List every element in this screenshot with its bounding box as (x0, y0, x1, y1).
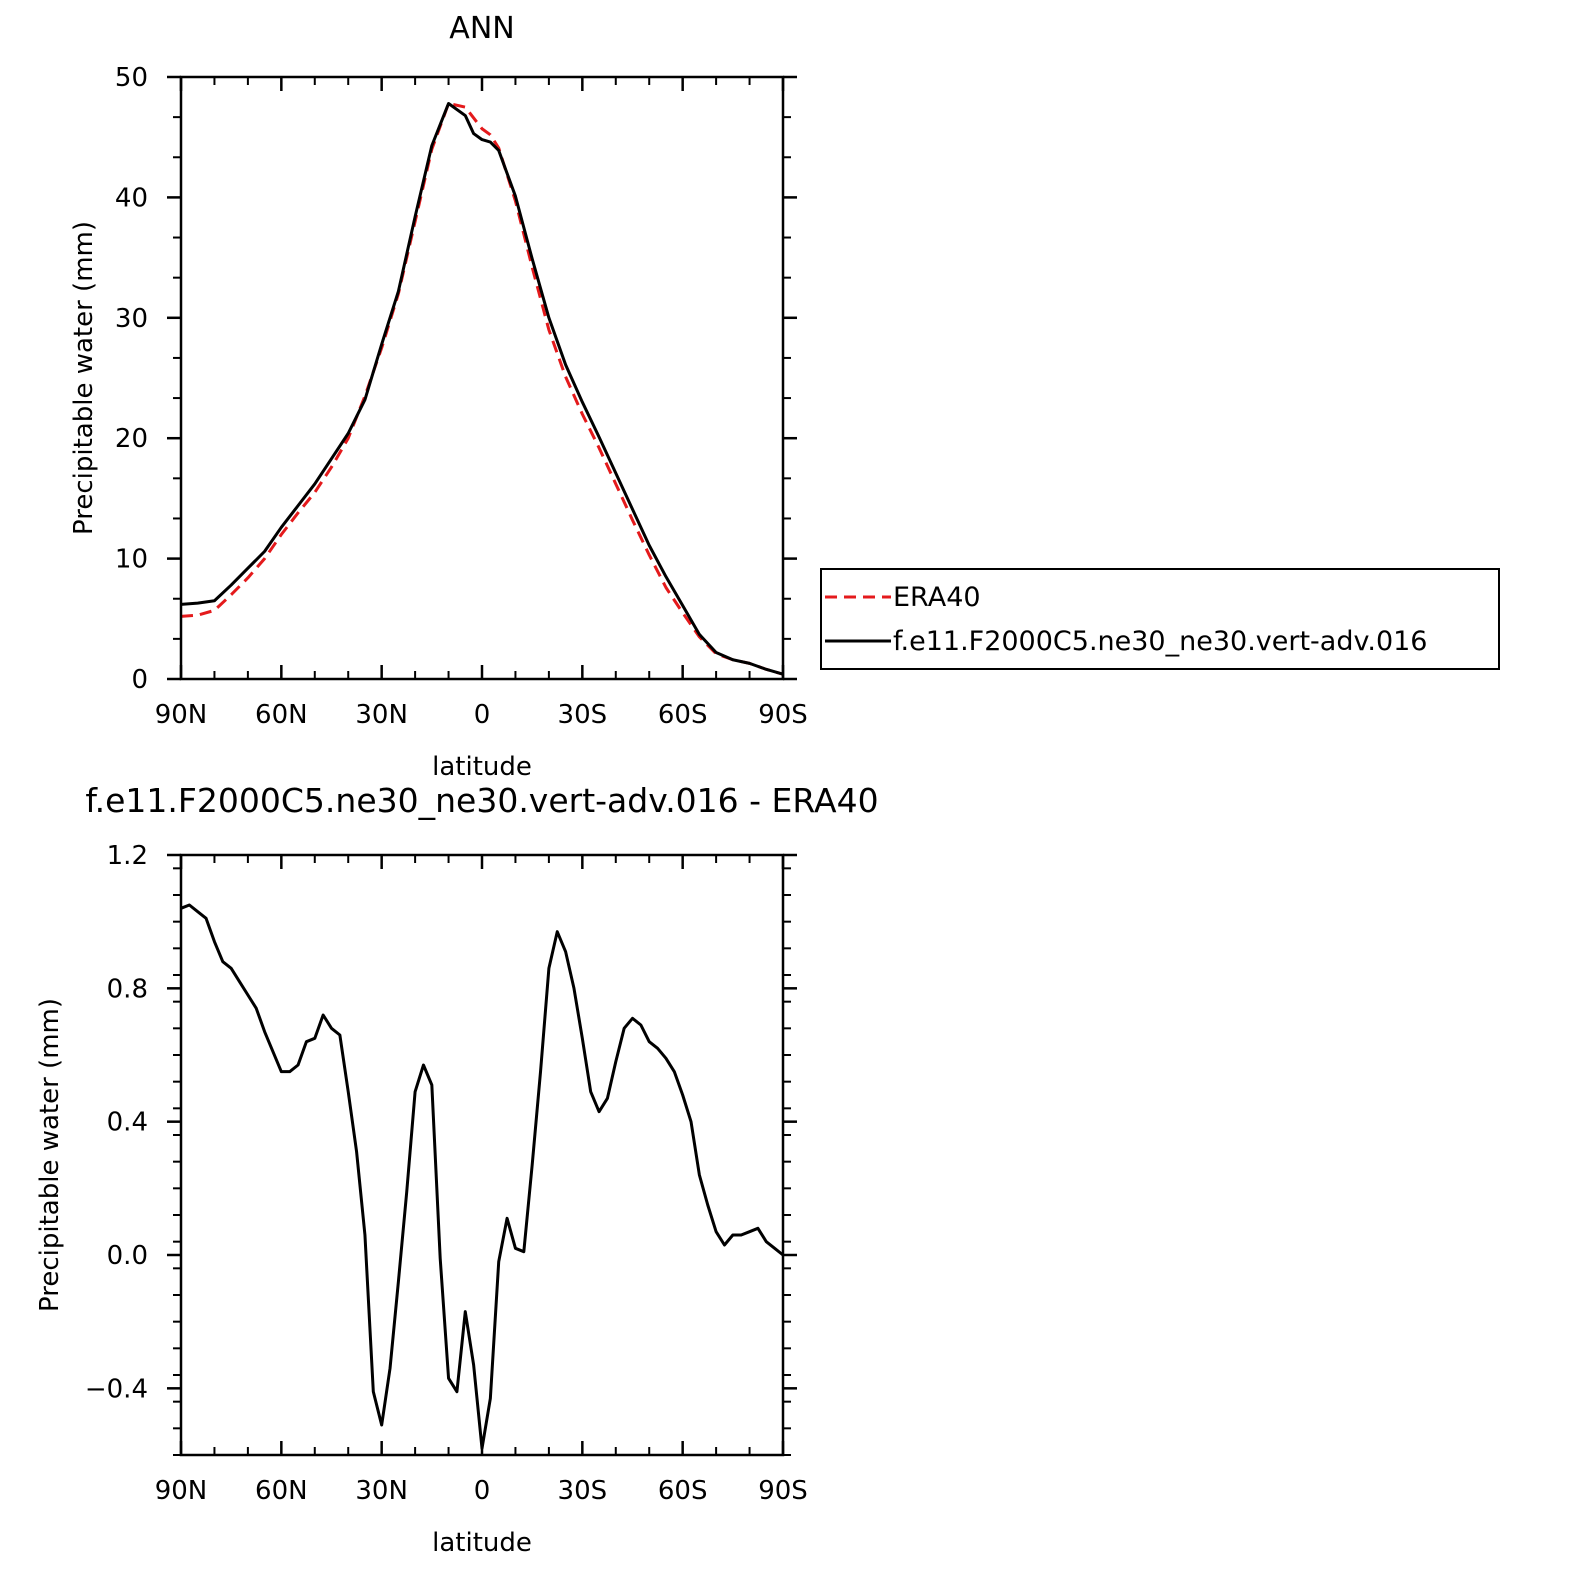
x-tick-label: 90S (758, 1476, 808, 1506)
x-tick-label: 90S (758, 700, 808, 730)
y-tick-label: 1.2 (107, 841, 148, 871)
legend-label-era40: ERA40 (893, 582, 981, 613)
x-tick-label: 60S (658, 1476, 708, 1506)
y-tick-label: 20 (115, 424, 148, 454)
panel-top: ANN 90N 60N 30N 0 30S 60S 90S 0 10 20 30 40 50 latit… (69, 11, 808, 782)
x-tick-label: 0 (474, 1476, 491, 1506)
bottom-series-group (180, 903, 784, 1450)
series-line-0-0 (180, 101, 784, 676)
legend: ERA40 f.e11.F2000C5.ne30_ne30.vert-adv.0… (820, 568, 1500, 670)
top-ticks-group: 90N 60N 30N 0 30S 60S 90S 0 10 20 30 40 50 (115, 63, 808, 730)
legend-label-model: f.e11.F2000C5.ne30_ne30.vert-adv.016 (893, 626, 1427, 657)
x-axis-label-top: latitude (432, 752, 532, 782)
x-tick-label: 30N (355, 1476, 408, 1506)
x-tick-label: 90N (155, 1476, 208, 1506)
top-series-group (180, 101, 784, 676)
x-tick-label: 30S (558, 700, 608, 730)
x-axis-label-bottom: latitude (432, 1528, 532, 1558)
chart-title-top: ANN (449, 11, 514, 46)
y-tick-label: 0 (131, 665, 148, 695)
y-tick-label: 30 (115, 304, 148, 334)
panel-bottom: f.e11.F2000C5.ne30_ne30.vert-adv.016 - E… (35, 781, 879, 1558)
y-tick-label: −0.4 (85, 1374, 148, 1404)
x-tick-label: 0 (474, 700, 491, 730)
x-tick-label: 30N (355, 700, 408, 730)
x-tick-label: 60N (255, 1476, 308, 1506)
y-axis-label-top: Precipitable water (mm) (69, 221, 99, 535)
series-line-1-0 (180, 903, 784, 1450)
plot-frame-bottom (179, 853, 785, 1457)
y-tick-label: 40 (115, 183, 148, 213)
x-tick-label: 60N (255, 700, 308, 730)
plot-frame-top (179, 75, 785, 681)
bottom-ticks-group: 90N 60N 30N 0 30S 60S 90S −0.4 0.0 0.4 0.8 1.2 (85, 841, 808, 1506)
y-tick-label: 50 (115, 63, 148, 93)
series-line-0-1 (180, 101, 784, 676)
x-tick-label: 60S (658, 700, 708, 730)
legend-frame (820, 568, 1500, 670)
y-tick-label: 0.0 (107, 1241, 148, 1271)
chart-title-bottom: f.e11.F2000C5.ne30_ne30.vert-adv.016 - E… (85, 781, 878, 820)
y-axis-label-bottom: Precipitable water (mm) (35, 998, 65, 1312)
y-tick-label: 10 (115, 545, 148, 575)
x-tick-label: 90N (155, 700, 208, 730)
x-tick-label: 30S (558, 1476, 608, 1506)
y-tick-label: 0.8 (107, 974, 148, 1004)
y-tick-label: 0.4 (107, 1108, 148, 1138)
